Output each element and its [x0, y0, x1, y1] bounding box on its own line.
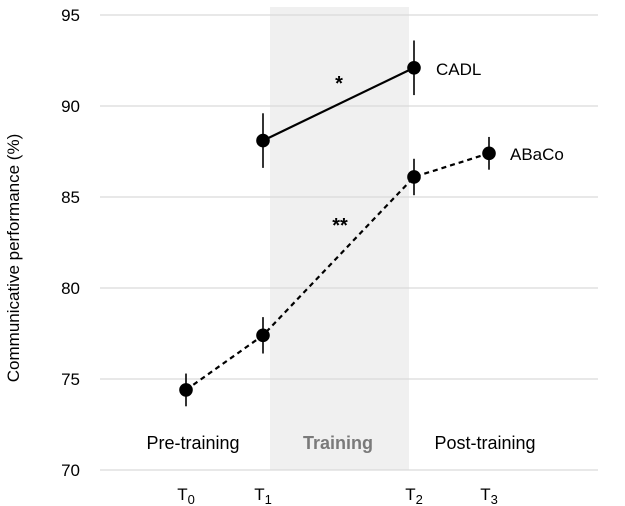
data-point: [256, 328, 270, 343]
phase-label: Training: [303, 433, 373, 453]
y-tick-label: 90: [61, 97, 80, 116]
series-line: [185, 152, 490, 391]
series-cadl: CADL: [256, 40, 481, 168]
significance-labels: ***: [332, 73, 348, 237]
x-tick-label: T0: [177, 485, 195, 506]
series-group: CADL ABaCo: [179, 40, 564, 407]
y-tick-label: 70: [61, 461, 80, 480]
phase-label: Pre-training: [146, 433, 239, 453]
phase-labels: Pre-training Training Post-training: [146, 433, 535, 453]
y-axis-title: Communicative performance (%): [4, 134, 23, 382]
data-point: [179, 383, 193, 397]
x-tick-label: T1: [254, 485, 272, 506]
y-tick-label: 80: [61, 279, 80, 298]
x-tick-label: T2: [405, 485, 423, 506]
series-abaco: ABaCo: [179, 136, 564, 407]
grid: [100, 14, 598, 471]
series-label: CADL: [436, 60, 481, 79]
series-label: ABaCo: [510, 145, 564, 164]
x-tick-label: T3: [480, 485, 498, 506]
significance-marker: *: [335, 73, 343, 95]
series-line: [262, 66, 415, 142]
data-point: [407, 60, 421, 75]
data-point: [407, 170, 421, 184]
y-tick-label: 95: [61, 6, 80, 25]
y-axis: 70 75 80 85 90 95: [61, 6, 80, 480]
training-shade: [270, 7, 409, 470]
y-tick-label: 85: [61, 188, 80, 207]
y-tick-label: 75: [61, 370, 80, 389]
data-point: [482, 146, 496, 161]
phase-label: Post-training: [434, 433, 535, 453]
data-point: [256, 133, 270, 148]
significance-marker: **: [332, 215, 348, 237]
x-axis: T0 T1 T2 T3: [177, 485, 498, 506]
